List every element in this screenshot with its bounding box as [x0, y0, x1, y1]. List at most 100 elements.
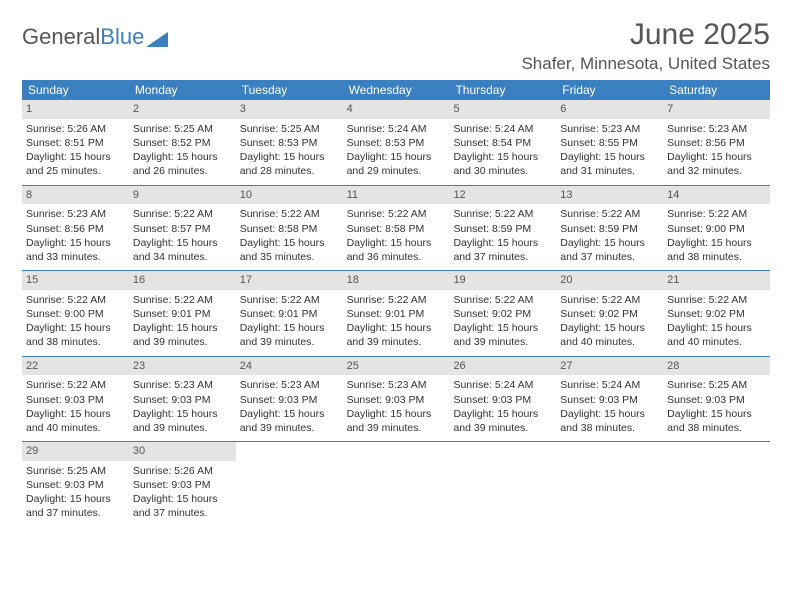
daylight-line: Daylight: 15 hours and 29 minutes.	[347, 150, 446, 178]
day-number: 17	[236, 271, 343, 290]
sunset-line: Sunset: 9:03 PM	[453, 393, 552, 407]
day-number: 16	[129, 271, 236, 290]
week-row: 15Sunrise: 5:22 AMSunset: 9:00 PMDayligh…	[22, 271, 770, 357]
sunset-line: Sunset: 8:56 PM	[667, 136, 766, 150]
daylight-line: Daylight: 15 hours and 39 minutes.	[133, 407, 232, 435]
sunrise-line: Sunrise: 5:22 AM	[667, 207, 766, 221]
sunset-line: Sunset: 9:03 PM	[560, 393, 659, 407]
sunrise-line: Sunrise: 5:22 AM	[26, 293, 125, 307]
week-row: 29Sunrise: 5:25 AMSunset: 9:03 PMDayligh…	[22, 442, 770, 527]
daylight-line: Daylight: 15 hours and 32 minutes.	[667, 150, 766, 178]
daylight-line: Daylight: 15 hours and 39 minutes.	[240, 407, 339, 435]
day-cell: 12Sunrise: 5:22 AMSunset: 8:59 PMDayligh…	[449, 186, 556, 271]
day-number: 4	[343, 100, 450, 119]
sunset-line: Sunset: 8:53 PM	[240, 136, 339, 150]
sunset-line: Sunset: 9:03 PM	[133, 393, 232, 407]
day-number: 6	[556, 100, 663, 119]
day-cell: 14Sunrise: 5:22 AMSunset: 9:00 PMDayligh…	[663, 186, 770, 271]
sunrise-line: Sunrise: 5:23 AM	[560, 122, 659, 136]
daylight-line: Daylight: 15 hours and 40 minutes.	[26, 407, 125, 435]
sunrise-line: Sunrise: 5:22 AM	[453, 207, 552, 221]
day-cell	[556, 442, 663, 527]
sunrise-line: Sunrise: 5:22 AM	[560, 293, 659, 307]
day-number: 19	[449, 271, 556, 290]
sunset-line: Sunset: 8:58 PM	[347, 222, 446, 236]
title-block: June 2025 Shafer, Minnesota, United Stat…	[521, 18, 770, 74]
sunset-line: Sunset: 8:59 PM	[453, 222, 552, 236]
sunrise-line: Sunrise: 5:22 AM	[133, 207, 232, 221]
daylight-line: Daylight: 15 hours and 39 minutes.	[240, 321, 339, 349]
day-cell: 11Sunrise: 5:22 AMSunset: 8:58 PMDayligh…	[343, 186, 450, 271]
day-number: 30	[129, 442, 236, 461]
daylight-line: Daylight: 15 hours and 28 minutes.	[240, 150, 339, 178]
day-cell: 21Sunrise: 5:22 AMSunset: 9:02 PMDayligh…	[663, 271, 770, 356]
day-cell: 9Sunrise: 5:22 AMSunset: 8:57 PMDaylight…	[129, 186, 236, 271]
month-title: June 2025	[521, 18, 770, 52]
daylight-line: Daylight: 15 hours and 36 minutes.	[347, 236, 446, 264]
daylight-line: Daylight: 15 hours and 33 minutes.	[26, 236, 125, 264]
day-number: 5	[449, 100, 556, 119]
sunrise-line: Sunrise: 5:22 AM	[133, 293, 232, 307]
sunrise-line: Sunrise: 5:22 AM	[26, 378, 125, 392]
day-number: 3	[236, 100, 343, 119]
day-cell	[343, 442, 450, 527]
sunrise-line: Sunrise: 5:25 AM	[667, 378, 766, 392]
weekday-header: Friday	[556, 80, 663, 100]
daylight-line: Daylight: 15 hours and 37 minutes.	[560, 236, 659, 264]
day-number: 15	[22, 271, 129, 290]
header: GeneralBlue June 2025 Shafer, Minnesota,…	[22, 18, 770, 74]
daylight-line: Daylight: 15 hours and 39 minutes.	[453, 407, 552, 435]
sunset-line: Sunset: 8:55 PM	[560, 136, 659, 150]
logo: GeneralBlue	[22, 18, 170, 50]
day-cell	[236, 442, 343, 527]
sunset-line: Sunset: 9:00 PM	[667, 222, 766, 236]
sunrise-line: Sunrise: 5:22 AM	[560, 207, 659, 221]
day-number: 26	[449, 357, 556, 376]
day-cell: 27Sunrise: 5:24 AMSunset: 9:03 PMDayligh…	[556, 357, 663, 442]
sunset-line: Sunset: 9:02 PM	[560, 307, 659, 321]
day-cell	[449, 442, 556, 527]
day-number: 29	[22, 442, 129, 461]
week-row: 22Sunrise: 5:22 AMSunset: 9:03 PMDayligh…	[22, 357, 770, 443]
sunset-line: Sunset: 9:03 PM	[26, 393, 125, 407]
day-cell: 20Sunrise: 5:22 AMSunset: 9:02 PMDayligh…	[556, 271, 663, 356]
logo-text-blue: Blue	[100, 24, 144, 50]
sunrise-line: Sunrise: 5:23 AM	[26, 207, 125, 221]
day-number: 10	[236, 186, 343, 205]
sunrise-line: Sunrise: 5:26 AM	[133, 464, 232, 478]
daylight-line: Daylight: 15 hours and 38 minutes.	[560, 407, 659, 435]
sunrise-line: Sunrise: 5:23 AM	[133, 378, 232, 392]
daylight-line: Daylight: 15 hours and 37 minutes.	[133, 492, 232, 520]
daylight-line: Daylight: 15 hours and 40 minutes.	[667, 321, 766, 349]
day-cell: 3Sunrise: 5:25 AMSunset: 8:53 PMDaylight…	[236, 100, 343, 185]
sunrise-line: Sunrise: 5:25 AM	[133, 122, 232, 136]
sunrise-line: Sunrise: 5:22 AM	[347, 293, 446, 307]
daylight-line: Daylight: 15 hours and 38 minutes.	[26, 321, 125, 349]
week-row: 8Sunrise: 5:23 AMSunset: 8:56 PMDaylight…	[22, 186, 770, 272]
day-number: 11	[343, 186, 450, 205]
day-cell: 6Sunrise: 5:23 AMSunset: 8:55 PMDaylight…	[556, 100, 663, 185]
daylight-line: Daylight: 15 hours and 35 minutes.	[240, 236, 339, 264]
weekday-header: Saturday	[663, 80, 770, 100]
sunset-line: Sunset: 8:54 PM	[453, 136, 552, 150]
day-cell: 8Sunrise: 5:23 AMSunset: 8:56 PMDaylight…	[22, 186, 129, 271]
sunrise-line: Sunrise: 5:22 AM	[667, 293, 766, 307]
day-number: 1	[22, 100, 129, 119]
daylight-line: Daylight: 15 hours and 38 minutes.	[667, 407, 766, 435]
sunset-line: Sunset: 8:57 PM	[133, 222, 232, 236]
sunset-line: Sunset: 9:03 PM	[133, 478, 232, 492]
day-cell: 17Sunrise: 5:22 AMSunset: 9:01 PMDayligh…	[236, 271, 343, 356]
daylight-line: Daylight: 15 hours and 25 minutes.	[26, 150, 125, 178]
logo-text-gray: General	[22, 24, 100, 50]
sunset-line: Sunset: 9:03 PM	[667, 393, 766, 407]
sunset-line: Sunset: 9:01 PM	[347, 307, 446, 321]
daylight-line: Daylight: 15 hours and 39 minutes.	[347, 321, 446, 349]
day-number: 8	[22, 186, 129, 205]
day-cell: 22Sunrise: 5:22 AMSunset: 9:03 PMDayligh…	[22, 357, 129, 442]
day-cell: 25Sunrise: 5:23 AMSunset: 9:03 PMDayligh…	[343, 357, 450, 442]
weekday-header: Wednesday	[343, 80, 450, 100]
sunset-line: Sunset: 9:03 PM	[240, 393, 339, 407]
day-cell: 19Sunrise: 5:22 AMSunset: 9:02 PMDayligh…	[449, 271, 556, 356]
day-cell: 18Sunrise: 5:22 AMSunset: 9:01 PMDayligh…	[343, 271, 450, 356]
day-cell: 15Sunrise: 5:22 AMSunset: 9:00 PMDayligh…	[22, 271, 129, 356]
